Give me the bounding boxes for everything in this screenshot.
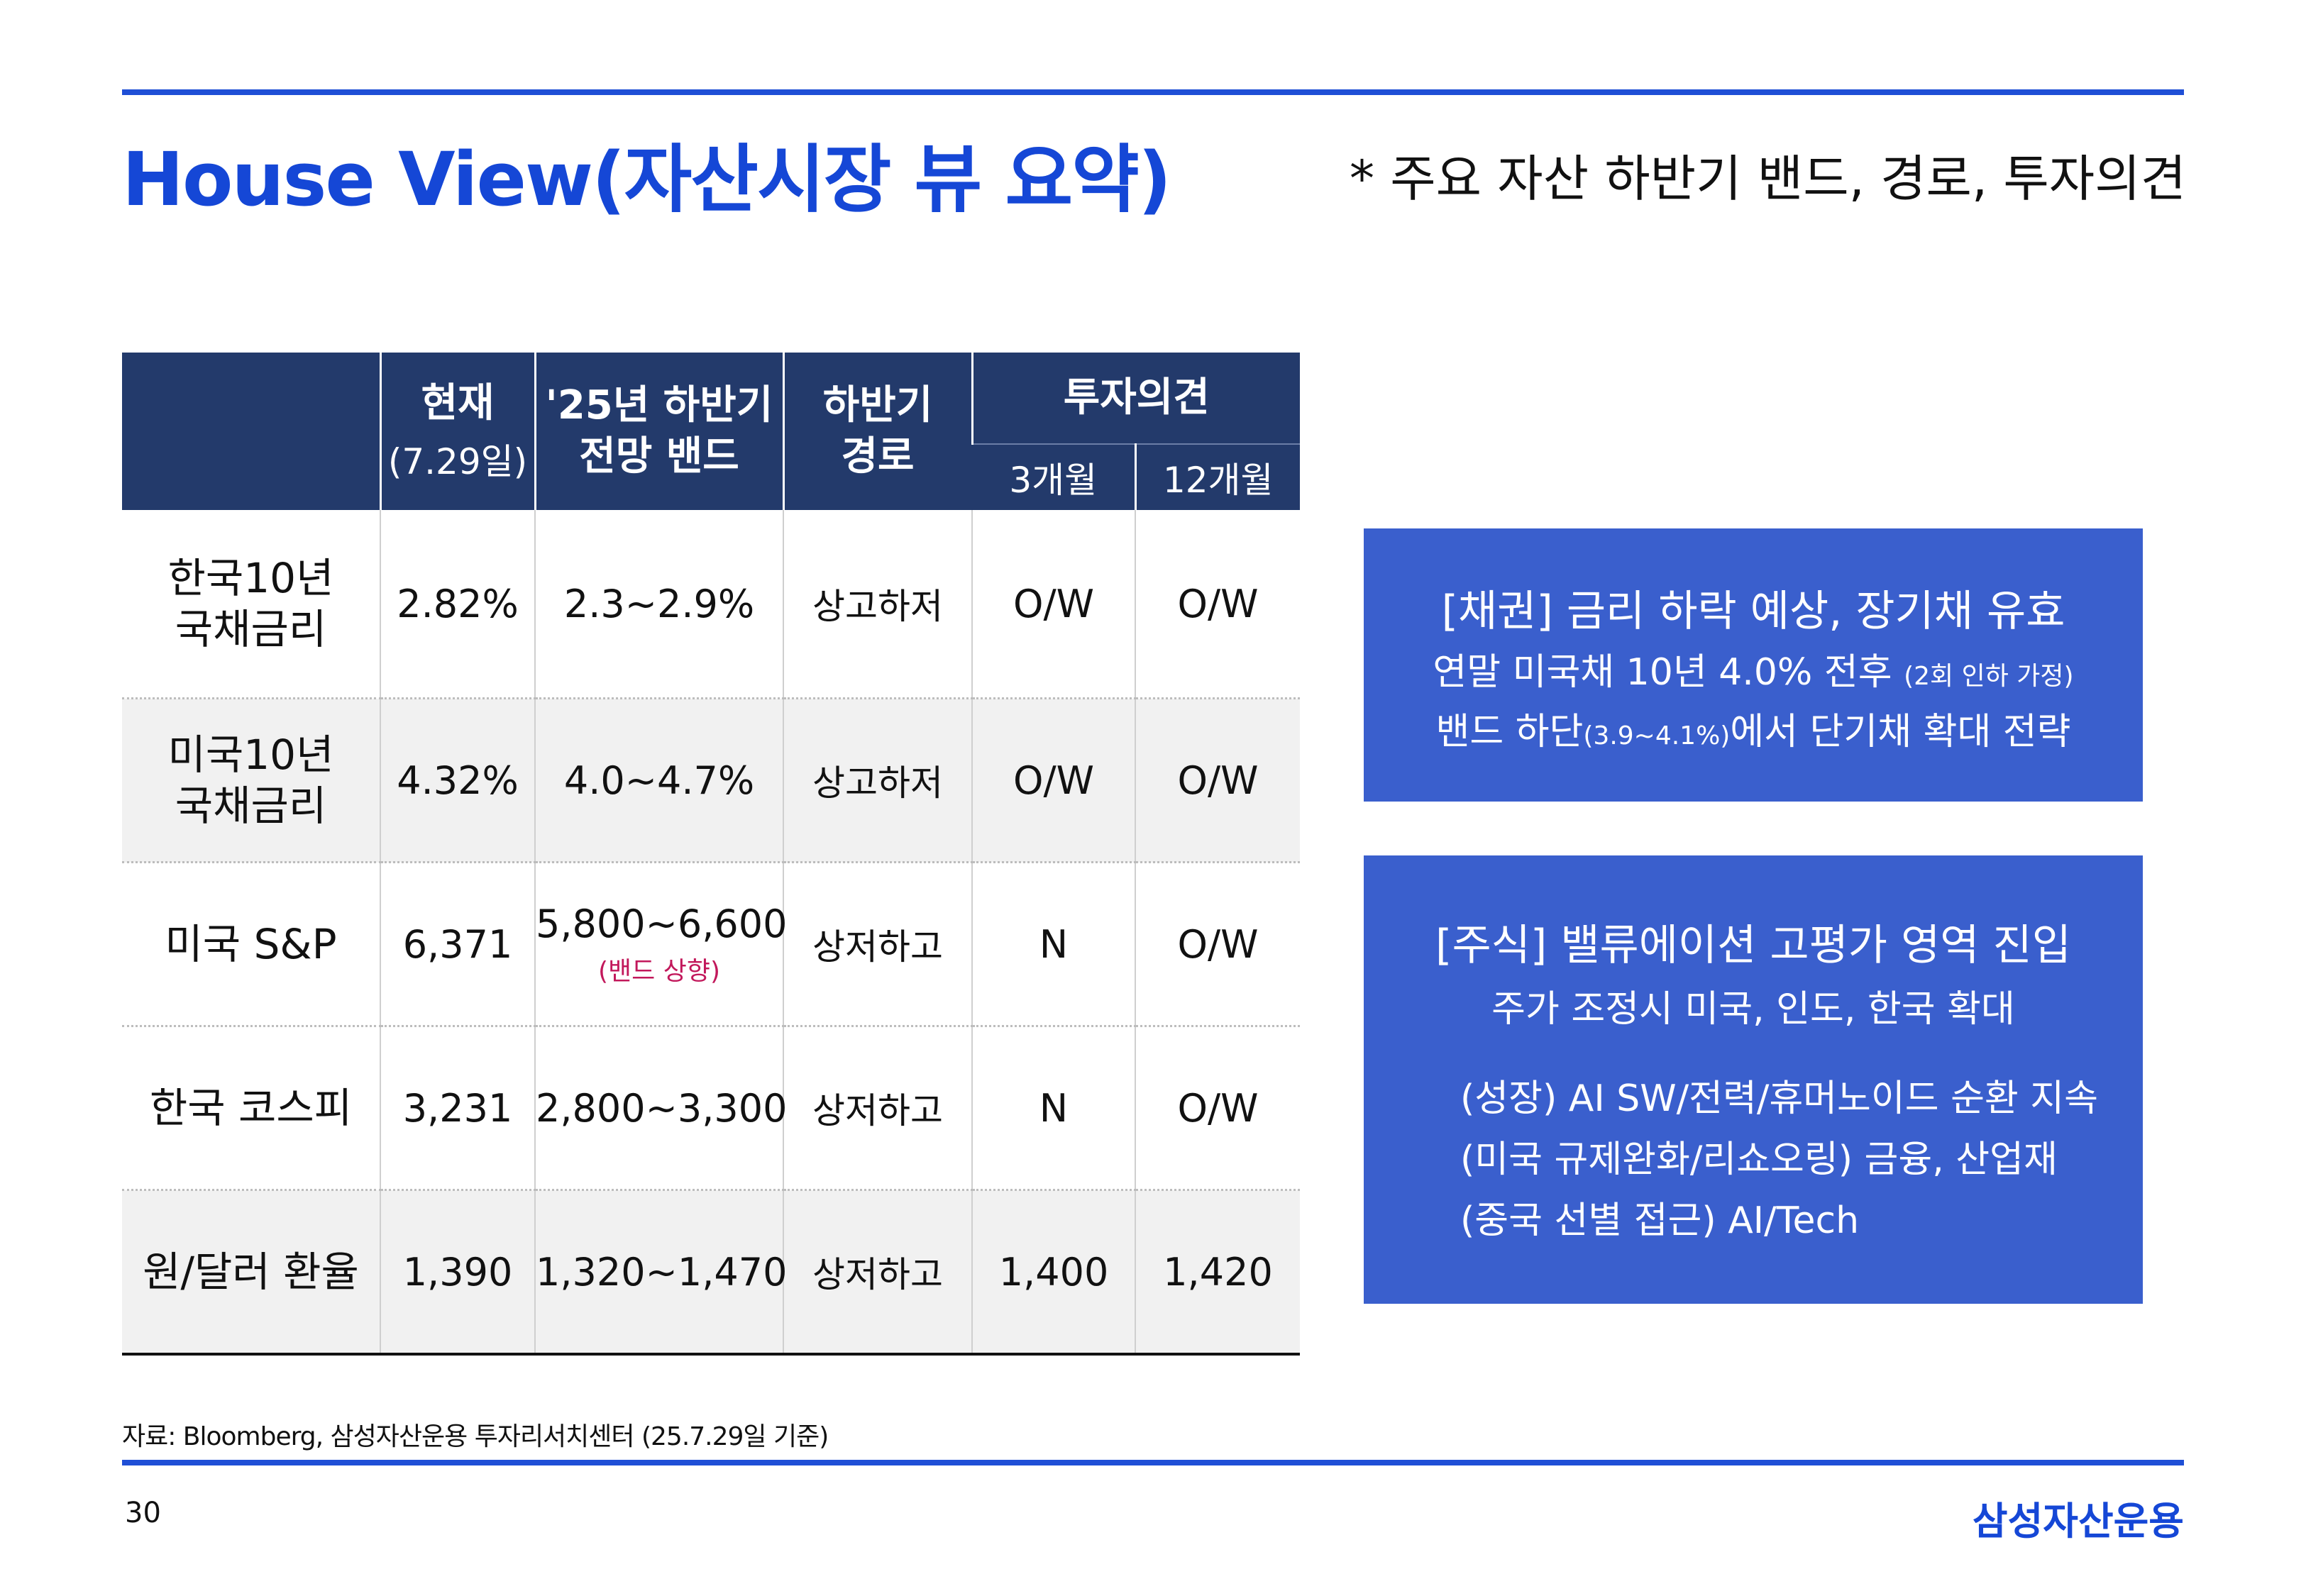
current-cell: 3,231 xyxy=(380,1026,535,1191)
bond-view-box: [채권] 금리 하락 예상, 장기채 유효 연말 미국채 10년 4.0% 전후… xyxy=(1364,528,2143,802)
bond-view-heading: [채권] 금리 하락 예상, 장기채 유효 xyxy=(1441,587,2065,636)
opinion-12m-cell: 1,420 xyxy=(1135,1190,1300,1356)
opinion-3m-cell: 1,400 xyxy=(971,1190,1135,1356)
opinion-3m-cell: O/W xyxy=(971,510,1135,699)
source-note: 자료: Bloomberg, 삼성자산운용 투자리서치센터 (25.7.29일 … xyxy=(122,1422,829,1451)
path-cell: 상저하고 xyxy=(783,862,972,1027)
brand-logo-text: 삼성자산운용 xyxy=(1972,1499,2184,1544)
top-rule xyxy=(122,89,2184,95)
path-cell: 상고하저 xyxy=(783,698,972,863)
band-cell: 4.0~4.7% xyxy=(534,698,783,863)
path-cell: 상저하고 xyxy=(783,1190,972,1356)
equity-view-line2: (성장) AI SW/전력/휴머노이드 순환 지속 xyxy=(1460,1077,2098,1120)
equity-view-line4: (중국 선별 접근) AI/Tech xyxy=(1460,1199,1860,1242)
page-number: 30 xyxy=(125,1497,161,1529)
asset-cell: 한국10년 국채금리 xyxy=(122,510,380,699)
equity-view-line1: 주가 조정시 미국, 인도, 한국 확대 xyxy=(1491,988,2015,1031)
equity-view-box: [주식] 밸류에이션 고평가 영역 진입 주가 조정시 미국, 인도, 한국 확… xyxy=(1364,855,2143,1304)
header-band-line2: 전망 밴드 xyxy=(579,433,739,480)
bottom-rule xyxy=(122,1460,2184,1465)
current-cell: 4.32% xyxy=(380,698,535,863)
bond-view-line1-note: (2회 인하 가정) xyxy=(1904,662,2074,691)
header-opinion: 투자의견 xyxy=(971,353,1300,444)
band-value: 5,800~6,600 xyxy=(536,901,788,946)
current-cell: 6,371 xyxy=(380,862,535,1027)
header-current-date: (7.29일) xyxy=(387,441,528,482)
header-path-line1: 하반기 xyxy=(822,382,933,428)
opinion-3m-cell: N xyxy=(971,862,1135,1027)
bond-view-line2-note: (3.9~4.1%) xyxy=(1583,721,1731,750)
page-subtitle: * 주요 자산 하반기 밴드, 경로, 투자의견 xyxy=(1350,150,2187,208)
header-opinion-label: 투자의견 xyxy=(1063,375,1210,421)
table-row: 한국10년 국채금리 2.82% 2.3~2.9% 상고하저 O/W O/W xyxy=(122,510,1300,699)
equity-view-heading: [주식] 밸류에이션 고평가 영역 진입 xyxy=(1435,921,2071,970)
band-cell: 5,800~6,600 (밴드 상향) xyxy=(534,862,787,1027)
band-cell: 2.3~2.9% xyxy=(534,510,783,699)
asset-cell: 원/달러 환율 xyxy=(122,1190,380,1356)
opinion-12m-cell: O/W xyxy=(1135,510,1300,699)
current-cell: 2.82% xyxy=(380,510,535,699)
bond-view-line2: 밴드 하단(3.9~4.1%)에서 단기채 확대 전략 xyxy=(1435,711,2071,753)
bond-view-line1: 연말 미국채 10년 4.0% 전후 (2회 인하 가정) xyxy=(1433,651,2074,694)
house-view-table: 현재 (7.29일) '25년 하반기 전망 밴드 하반기 경로 투자의견 3개… xyxy=(122,353,1300,1356)
header-band: '25년 하반기 전망 밴드 xyxy=(534,353,783,510)
current-cell: 1,390 xyxy=(380,1190,535,1356)
header-path: 하반기 경로 xyxy=(782,353,972,510)
asset-cell: 미국10년 국채금리 xyxy=(122,698,380,863)
page-title: House View(자산시장 뷰 요약) xyxy=(122,136,1171,223)
header-12m: 12개월 xyxy=(1134,443,1300,510)
header-band-line1: '25년 하반기 xyxy=(545,382,773,428)
opinion-3m-cell: N xyxy=(971,1026,1135,1191)
table-row: 한국 코스피 3,231 2,800~3,300 상저하고 N O/W xyxy=(122,1026,1300,1191)
path-cell: 상고하저 xyxy=(783,510,972,699)
header-asset xyxy=(122,353,380,510)
band-cell: 2,800~3,300 xyxy=(534,1026,787,1191)
table-row: 미국 S&P 6,371 5,800~6,600 (밴드 상향) 상저하고 N O… xyxy=(122,862,1300,1027)
opinion-3m-cell: O/W xyxy=(971,698,1135,863)
table-row: 원/달러 환율 1,390 1,320~1,470 상저하고 1,400 1,4… xyxy=(122,1190,1300,1356)
header-3m: 3개월 xyxy=(972,443,1135,510)
header-current: 현재 (7.29일) xyxy=(379,353,535,510)
table-row: 미국10년 국채금리 4.32% 4.0~4.7% 상고하저 O/W O/W xyxy=(122,698,1300,863)
opinion-12m-cell: O/W xyxy=(1135,698,1300,863)
equity-view-line3: (미국 규제완화/리쇼오링) 금융, 산업재 xyxy=(1460,1138,2058,1181)
header-path-line2: 경로 xyxy=(841,433,915,480)
asset-cell: 한국 코스피 xyxy=(122,1026,380,1191)
opinion-12m-cell: O/W xyxy=(1135,1026,1300,1191)
header-current-label: 현재 xyxy=(421,380,495,426)
band-note: (밴드 상향) xyxy=(597,956,720,986)
path-cell: 상저하고 xyxy=(783,1026,972,1191)
opinion-12m-cell: O/W xyxy=(1135,862,1300,1027)
band-cell: 1,320~1,470 xyxy=(534,1190,787,1356)
asset-cell: 미국 S&P xyxy=(122,862,380,1027)
